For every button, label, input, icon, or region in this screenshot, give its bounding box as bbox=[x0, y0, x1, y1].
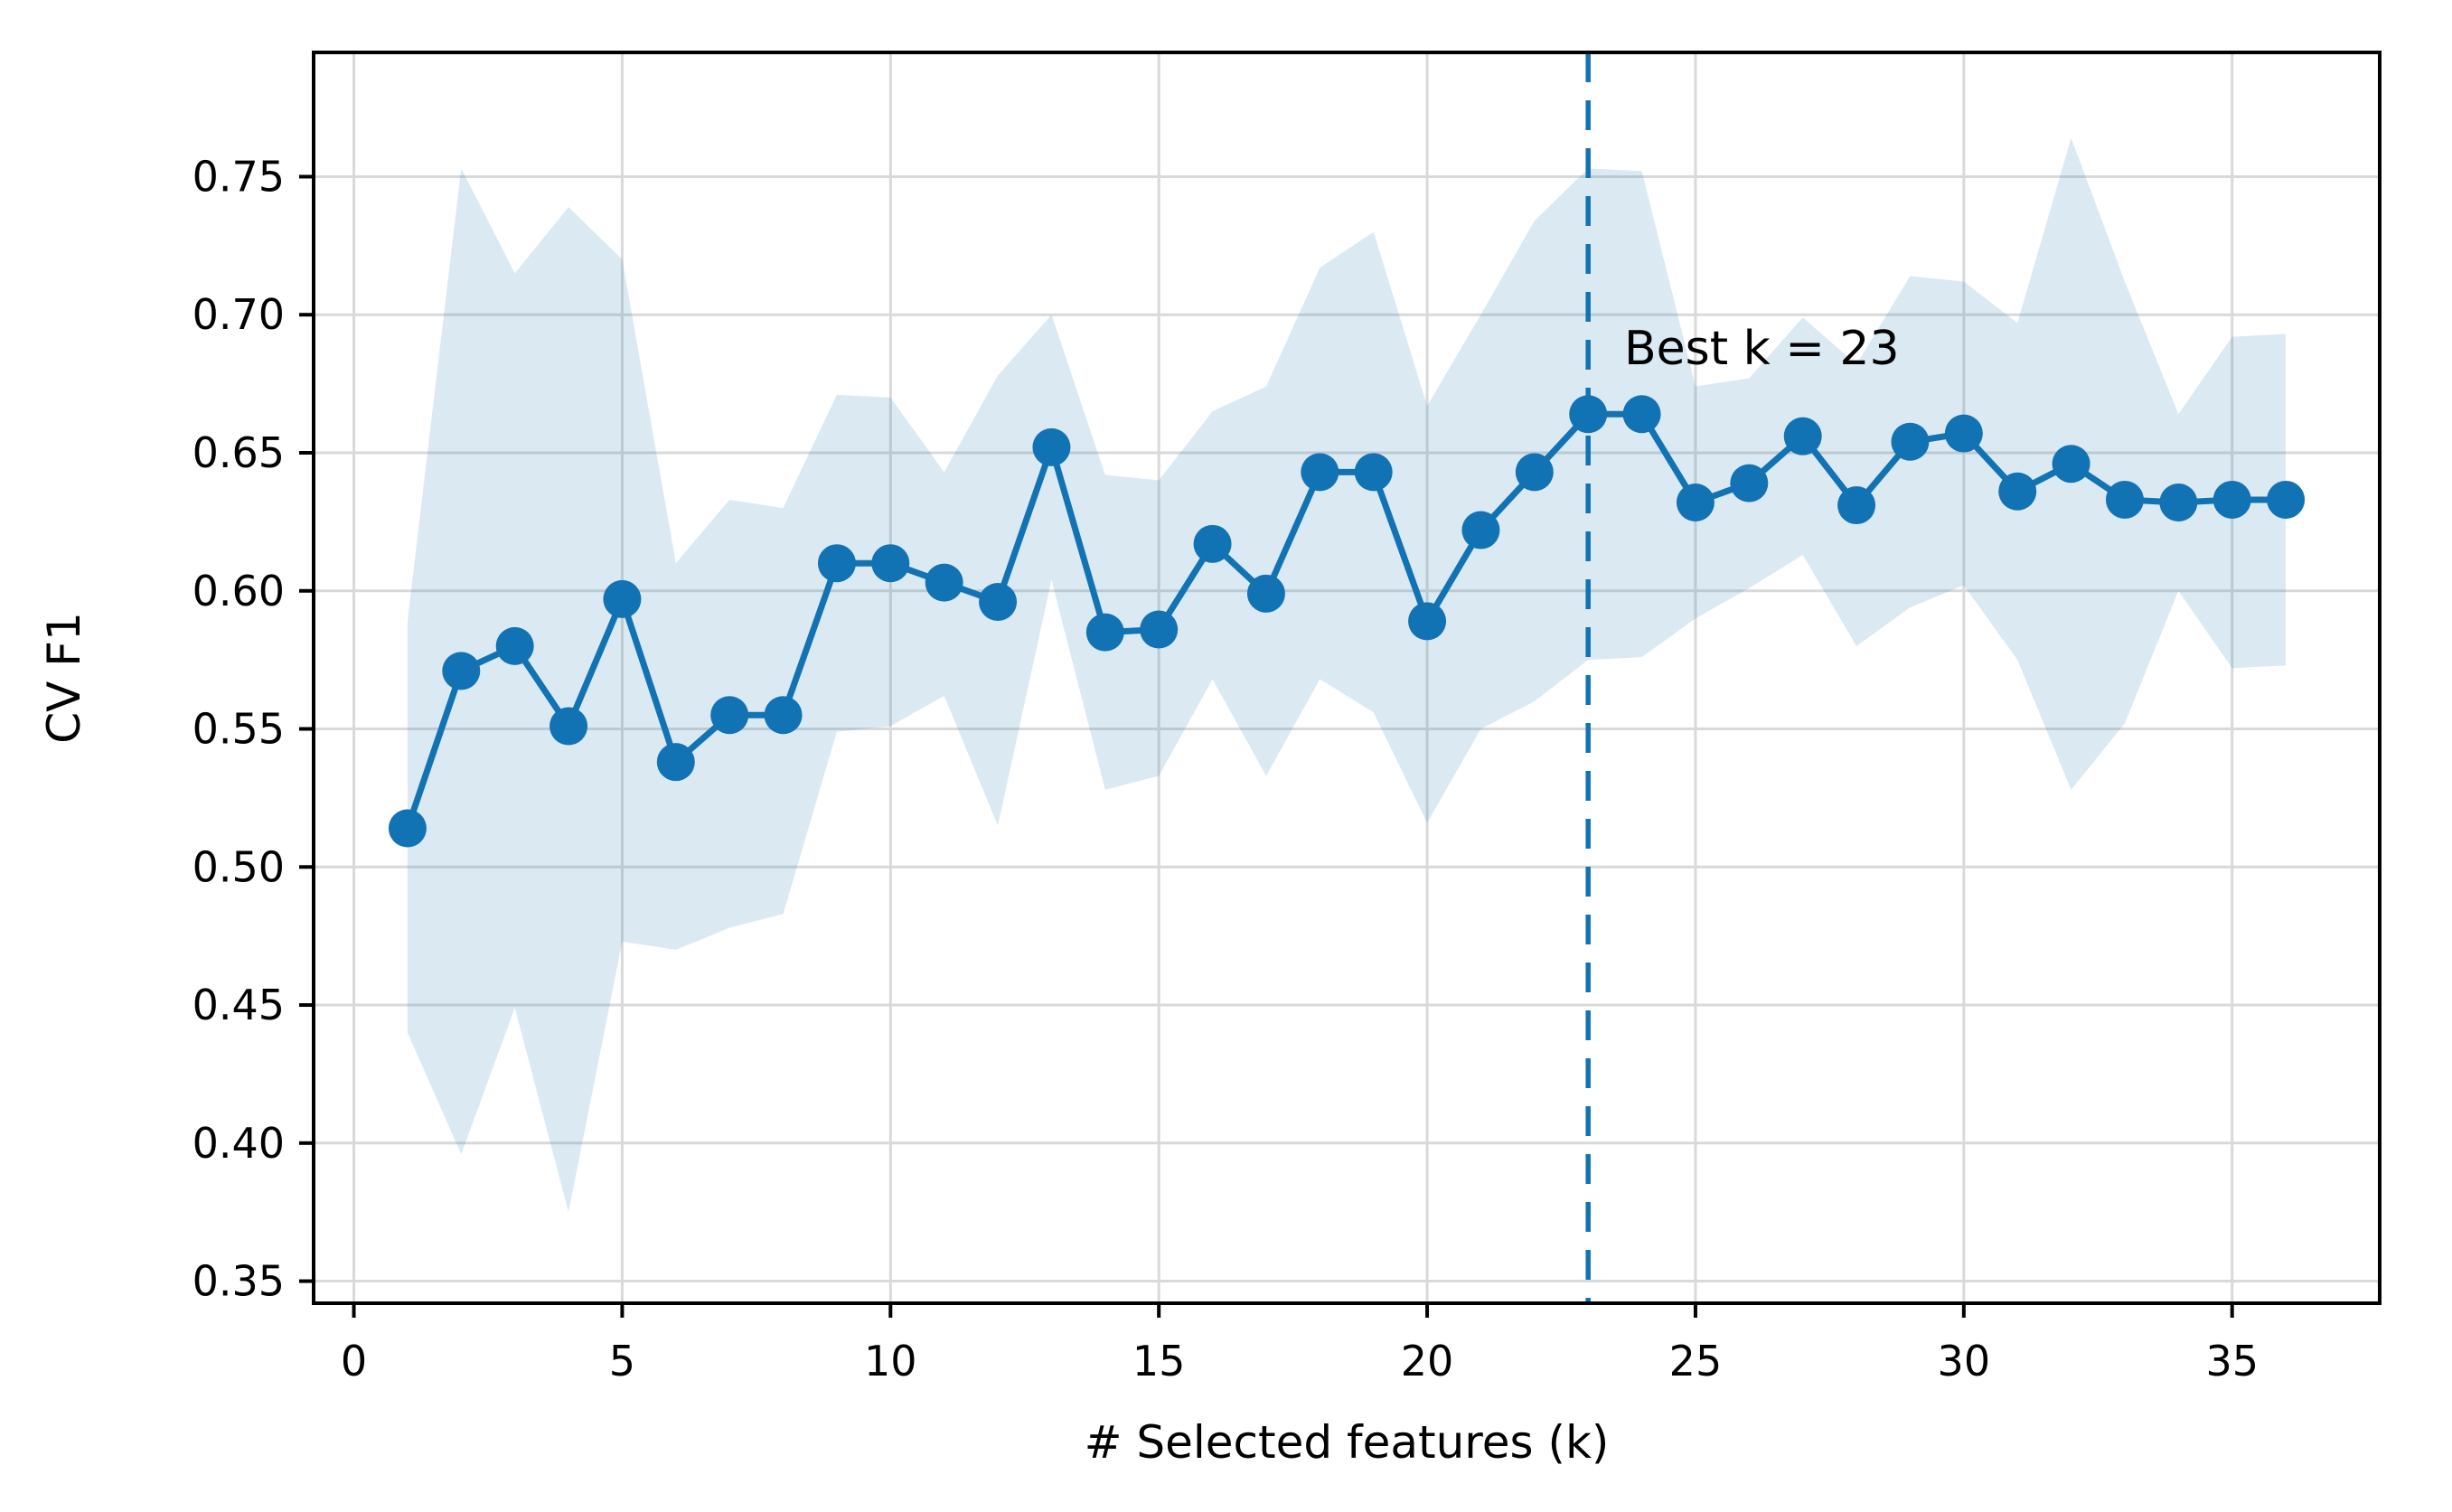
data-point-marker bbox=[979, 582, 1018, 621]
data-point-marker bbox=[1140, 610, 1179, 649]
data-point-marker bbox=[1193, 524, 1232, 563]
data-point-marker bbox=[2052, 445, 2090, 484]
y-tick-label: 0.75 bbox=[193, 152, 285, 201]
x-tick-label: 10 bbox=[864, 1337, 917, 1385]
data-point-marker bbox=[1944, 414, 1983, 453]
y-axis-label: CV F1 bbox=[38, 612, 90, 744]
y-tick-label: 0.65 bbox=[193, 428, 285, 477]
x-tick-label: 30 bbox=[1938, 1337, 1991, 1385]
x-tick-label: 20 bbox=[1401, 1337, 1454, 1385]
data-point-marker bbox=[1569, 395, 1608, 434]
plot-border bbox=[312, 51, 2382, 1305]
x-tick-label: 35 bbox=[2205, 1337, 2259, 1385]
tick-label-layer: 0 5 10 15 20 25 30 35 0.35 0.40 0.45 0.50 0.55 0.60 0.… bbox=[193, 152, 2259, 1385]
confidence-band-area bbox=[407, 137, 2287, 1213]
data-point-marker bbox=[1998, 472, 2037, 511]
grid-layer bbox=[314, 52, 2380, 1303]
data-point-marker bbox=[764, 696, 803, 735]
data-point-marker bbox=[2159, 483, 2198, 521]
y-tick-label: 0.50 bbox=[193, 842, 285, 891]
data-point-marker bbox=[925, 563, 963, 602]
data-point-marker bbox=[442, 652, 481, 690]
x-tick-label: 5 bbox=[609, 1337, 635, 1385]
data-point-marker bbox=[1461, 511, 1500, 549]
data-point-marker bbox=[1246, 574, 1285, 613]
data-point-marker bbox=[1408, 602, 1447, 641]
data-point-marker bbox=[550, 707, 588, 746]
y-tick-label: 0.55 bbox=[193, 705, 285, 754]
data-point-marker bbox=[2105, 480, 2144, 519]
data-point-marker bbox=[2267, 480, 2306, 519]
y-tick-label: 0.70 bbox=[193, 290, 285, 339]
best-k-annotation: Best k = 23 bbox=[1624, 322, 1900, 376]
data-point-marker bbox=[2212, 480, 2251, 519]
x-tick-label: 25 bbox=[1669, 1337, 1723, 1385]
data-point-marker bbox=[656, 743, 695, 782]
x-axis-label: # Selected features (k) bbox=[1085, 1416, 1610, 1469]
data-point-marker bbox=[388, 809, 427, 848]
data-point-marker bbox=[1515, 453, 1554, 492]
data-point-marker bbox=[1301, 453, 1339, 492]
y-tick-label: 0.45 bbox=[193, 981, 285, 1029]
data-point-marker bbox=[710, 696, 749, 735]
data-point-marker bbox=[1354, 453, 1393, 492]
y-tick-label: 0.40 bbox=[193, 1119, 285, 1168]
data-point-marker bbox=[1622, 395, 1661, 434]
data-point-marker bbox=[871, 544, 910, 583]
data-point-marker bbox=[1032, 427, 1071, 466]
data-point-marker bbox=[603, 579, 642, 618]
data-point-marker bbox=[1783, 417, 1822, 455]
line-layer bbox=[388, 395, 2306, 848]
axes-layer bbox=[299, 51, 2382, 1318]
x-tick-label: 0 bbox=[341, 1337, 367, 1385]
data-point-marker bbox=[1891, 422, 1930, 461]
y-tick-label: 0.35 bbox=[193, 1257, 285, 1306]
y-tick-label: 0.60 bbox=[193, 567, 285, 615]
data-point-marker bbox=[1730, 464, 1769, 502]
band-layer bbox=[407, 137, 2287, 1213]
data-point-marker bbox=[495, 626, 534, 665]
x-tick-label: 15 bbox=[1132, 1337, 1186, 1385]
data-point-marker bbox=[1676, 483, 1715, 521]
data-point-marker bbox=[1085, 613, 1124, 652]
data-point-marker bbox=[817, 544, 856, 583]
data-point-marker bbox=[1837, 486, 1876, 525]
